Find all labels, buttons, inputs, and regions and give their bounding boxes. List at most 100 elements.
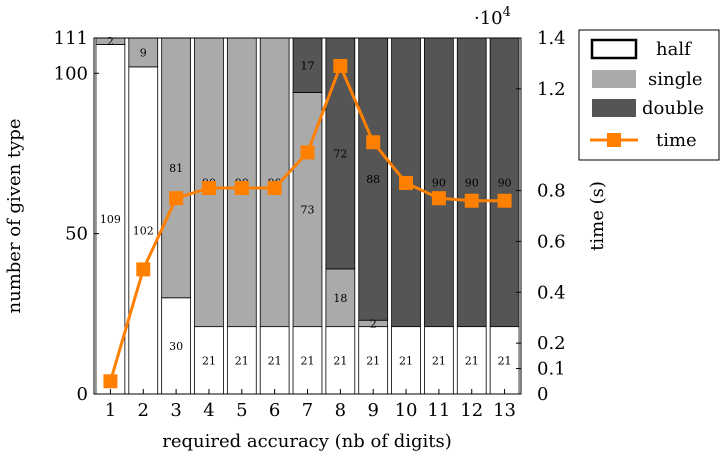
- x-tick-label-12: 12: [460, 400, 483, 421]
- x-tick-label-1: 1: [105, 400, 116, 421]
- bar-half-8: [325, 326, 356, 395]
- x-tick-label-11: 11: [427, 400, 450, 421]
- bar-label-double-8: 72: [333, 147, 347, 160]
- bar-double-12: [456, 37, 487, 328]
- legend-label-half: half: [656, 39, 692, 60]
- time-marker-10: [399, 175, 414, 190]
- bar-label-half-6: 21: [268, 354, 282, 367]
- bar-double-11: [424, 37, 454, 328]
- bar-half-9: [358, 326, 389, 395]
- y2-multiplier-exp: 4: [503, 5, 511, 20]
- bar-label-half-7: 21: [301, 354, 315, 367]
- bar-double-9: [358, 37, 389, 321]
- y2-tick-label-0.8: 0.8: [537, 181, 566, 202]
- bar-label-double-9: 88: [366, 173, 380, 186]
- x-tick-label-6: 6: [269, 400, 280, 421]
- x-tick-label-8: 8: [335, 400, 346, 421]
- bar-label-double-12: 90: [465, 176, 479, 189]
- legend-swatch-double: [592, 99, 636, 117]
- legend-swatch-single: [592, 70, 636, 88]
- time-marker-4: [201, 181, 216, 196]
- bar-half-4: [194, 326, 224, 395]
- bar-label-half-4: 21: [202, 354, 216, 367]
- y-tick-label-50: 50: [65, 224, 88, 245]
- y2-tick-label-0.1: 0.1: [537, 359, 566, 380]
- bar-label-half-8: 21: [333, 354, 347, 367]
- x-axis-label: required accuracy (nb of digits): [162, 431, 452, 452]
- bar-label-half-5: 21: [235, 354, 249, 367]
- bar-label-double-13: 90: [498, 176, 512, 189]
- bar-label-half-10: 21: [399, 354, 413, 367]
- y2-multiplier: ·104: [474, 5, 511, 29]
- legend-swatch-half: [590, 38, 638, 60]
- y-axis-label: number of given type: [4, 119, 25, 314]
- bar-label-half-2: 102: [133, 224, 154, 237]
- x-tick-label-7: 7: [302, 400, 313, 421]
- bar-label-single-2: 9: [140, 46, 147, 59]
- bar-label-half-3: 30: [169, 340, 183, 353]
- x-tick-label-9: 9: [367, 400, 378, 421]
- y2-tick-label-0: 0: [537, 384, 548, 405]
- time-marker-3: [169, 191, 184, 206]
- y2-multiplier-base: ·10: [474, 8, 503, 29]
- bar-label-half-1: 109: [100, 213, 121, 226]
- time-line-layer: [103, 58, 512, 389]
- bar-half-5: [226, 326, 257, 395]
- time-marker-5: [234, 181, 249, 196]
- time-marker-11: [431, 191, 446, 206]
- y2-tick-label-0.4: 0.4: [537, 282, 566, 303]
- y2-tick-label-0.2: 0.2: [537, 333, 566, 354]
- time-marker-9: [366, 135, 381, 150]
- time-marker-2: [136, 262, 151, 277]
- bar-half-7: [292, 326, 323, 395]
- bar-label-half-12: 21: [465, 354, 479, 367]
- bar-label-double-7: 17: [301, 59, 315, 72]
- legend: half single double time: [578, 29, 720, 161]
- time-marker-13: [497, 193, 512, 208]
- bar-single-8: [325, 268, 356, 328]
- time-marker-8: [333, 58, 348, 73]
- bar-half-3: [161, 297, 191, 395]
- bar-label-single-9: 2: [370, 317, 377, 330]
- bar-label-half-9: 21: [366, 354, 380, 367]
- bar-labels-layer: 109 2 102 9 30 81 21 90 21 90 21 90 21 73 17 21 18 72 21 2 8…: [100, 35, 512, 367]
- bar-half-12: [456, 326, 487, 395]
- legend-swatch-time-marker: [607, 133, 621, 147]
- bar-label-half-13: 21: [498, 354, 512, 367]
- x-tick-label-5: 5: [236, 400, 247, 421]
- bar-double-13: [489, 37, 520, 328]
- bar-double-8: [325, 37, 356, 270]
- x-tick-label-10: 10: [395, 400, 418, 421]
- y2-tick-label-0.6: 0.6: [537, 231, 566, 252]
- bar-half-10: [391, 326, 421, 395]
- bar-half-13: [489, 326, 520, 395]
- time-marker-12: [464, 193, 479, 208]
- bar-label-double-11: 90: [432, 176, 446, 189]
- x-tick-label-3: 3: [170, 400, 181, 421]
- x-tick-label-4: 4: [203, 400, 214, 421]
- bar-single-2: [128, 37, 159, 68]
- x-tick-label-13: 13: [493, 400, 516, 421]
- bar-label-single-7: 73: [301, 204, 315, 217]
- bar-double-7: [292, 37, 323, 93]
- y2-tick-label-1.4: 1.4: [537, 28, 566, 49]
- time-marker-7: [300, 145, 315, 160]
- bar-half-1: [95, 44, 126, 395]
- y2-tick-label-1.2: 1.2: [537, 79, 566, 100]
- bar-label-single-3: 81: [169, 162, 183, 175]
- y2-axis-label: time (s): [587, 181, 608, 251]
- legend-label-single: single: [648, 69, 703, 90]
- bar-single-7: [292, 92, 323, 328]
- y-tick-label-0: 0: [77, 384, 88, 405]
- y-tick-label-111: 111: [54, 28, 88, 49]
- bar-label-single-8: 18: [333, 292, 347, 305]
- time-marker-6: [267, 181, 282, 196]
- legend-label-double: double: [642, 98, 704, 119]
- bar-label-half-11: 21: [432, 354, 446, 367]
- time-marker-1: [103, 374, 118, 389]
- x-tick-label-2: 2: [138, 400, 149, 421]
- y-tick-label-100: 100: [54, 63, 88, 84]
- bar-label-single-1: 2: [107, 35, 114, 48]
